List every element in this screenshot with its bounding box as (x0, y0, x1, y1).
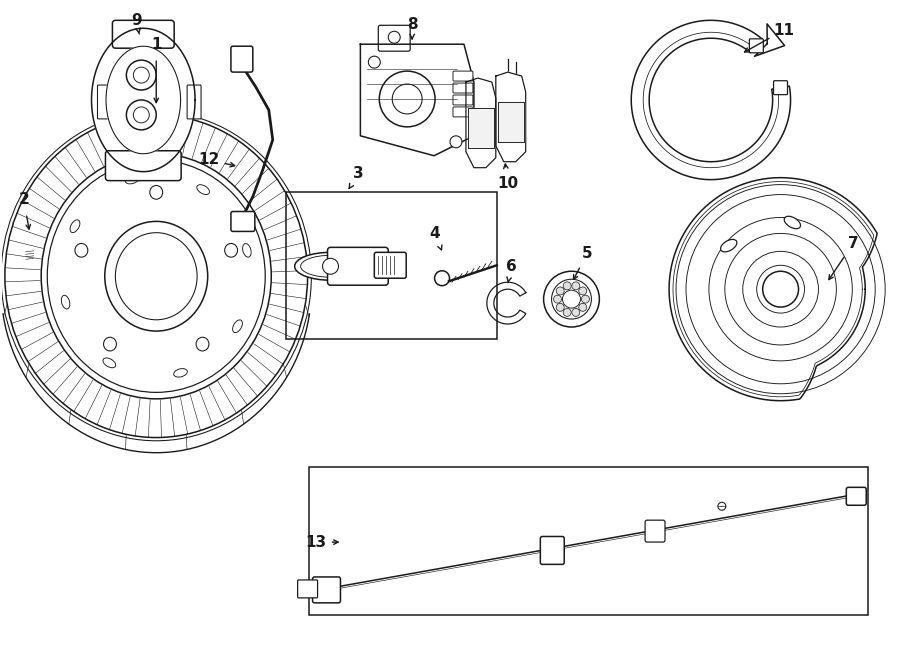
FancyBboxPatch shape (774, 81, 788, 95)
Ellipse shape (784, 216, 800, 229)
Ellipse shape (721, 239, 737, 252)
Circle shape (581, 295, 590, 303)
Text: 11: 11 (773, 22, 794, 38)
Ellipse shape (70, 220, 80, 233)
Ellipse shape (48, 160, 266, 393)
FancyBboxPatch shape (97, 85, 112, 119)
Circle shape (379, 71, 435, 127)
Text: 9: 9 (131, 13, 141, 28)
Ellipse shape (232, 320, 242, 332)
Polygon shape (468, 108, 494, 148)
Polygon shape (360, 44, 474, 156)
Circle shape (554, 295, 562, 303)
Circle shape (126, 60, 157, 90)
FancyBboxPatch shape (374, 253, 406, 278)
FancyBboxPatch shape (187, 85, 201, 119)
FancyBboxPatch shape (453, 71, 472, 81)
Text: 8: 8 (407, 17, 418, 32)
Text: 10: 10 (497, 176, 518, 191)
Text: 6: 6 (507, 258, 517, 274)
FancyBboxPatch shape (112, 20, 175, 48)
Ellipse shape (104, 337, 116, 351)
Text: 4: 4 (430, 226, 440, 241)
Circle shape (322, 258, 338, 274)
FancyBboxPatch shape (540, 537, 564, 564)
Circle shape (762, 271, 798, 307)
Ellipse shape (149, 186, 163, 199)
Text: 2: 2 (18, 192, 29, 207)
FancyBboxPatch shape (298, 580, 318, 598)
Ellipse shape (115, 233, 197, 320)
FancyBboxPatch shape (378, 25, 410, 51)
FancyBboxPatch shape (846, 487, 866, 505)
Ellipse shape (125, 175, 139, 184)
Bar (309, 467, 868, 615)
Polygon shape (631, 20, 790, 180)
Ellipse shape (197, 184, 210, 194)
FancyBboxPatch shape (312, 577, 340, 603)
Circle shape (579, 303, 587, 311)
Circle shape (563, 309, 572, 317)
Ellipse shape (225, 243, 238, 257)
Polygon shape (487, 282, 526, 324)
FancyBboxPatch shape (453, 107, 472, 117)
Circle shape (388, 31, 400, 43)
Ellipse shape (4, 115, 308, 438)
Polygon shape (754, 24, 785, 56)
Ellipse shape (174, 369, 187, 377)
Polygon shape (498, 102, 524, 142)
Ellipse shape (104, 221, 208, 331)
Text: 5: 5 (582, 246, 593, 261)
FancyBboxPatch shape (750, 39, 763, 53)
Ellipse shape (243, 243, 251, 257)
Ellipse shape (435, 271, 449, 286)
Text: 13: 13 (305, 535, 326, 549)
FancyBboxPatch shape (328, 247, 388, 285)
Circle shape (572, 309, 580, 317)
Circle shape (563, 282, 572, 290)
Text: 12: 12 (198, 152, 220, 167)
Text: 1: 1 (151, 37, 161, 52)
Ellipse shape (75, 243, 88, 257)
Polygon shape (466, 78, 496, 168)
FancyBboxPatch shape (25, 247, 34, 262)
Ellipse shape (41, 153, 271, 399)
Text: 7: 7 (848, 236, 859, 251)
Polygon shape (669, 178, 878, 401)
FancyBboxPatch shape (231, 212, 255, 231)
FancyBboxPatch shape (105, 151, 181, 180)
Ellipse shape (196, 337, 209, 351)
FancyBboxPatch shape (231, 46, 253, 72)
FancyBboxPatch shape (453, 95, 472, 105)
Circle shape (368, 56, 381, 68)
FancyBboxPatch shape (645, 520, 665, 542)
Circle shape (450, 136, 462, 148)
Circle shape (718, 502, 725, 510)
Polygon shape (92, 28, 195, 172)
Circle shape (556, 287, 564, 295)
Bar (285, 192, 497, 339)
Ellipse shape (21, 241, 39, 254)
Circle shape (126, 100, 157, 130)
Text: 3: 3 (353, 166, 364, 181)
Circle shape (544, 271, 599, 327)
Polygon shape (496, 72, 526, 162)
Circle shape (562, 290, 580, 308)
Circle shape (572, 282, 580, 290)
FancyBboxPatch shape (453, 83, 472, 93)
Circle shape (556, 303, 564, 311)
Polygon shape (106, 46, 181, 154)
Ellipse shape (294, 253, 366, 280)
Circle shape (579, 287, 587, 295)
Ellipse shape (61, 295, 70, 309)
Ellipse shape (103, 358, 116, 368)
